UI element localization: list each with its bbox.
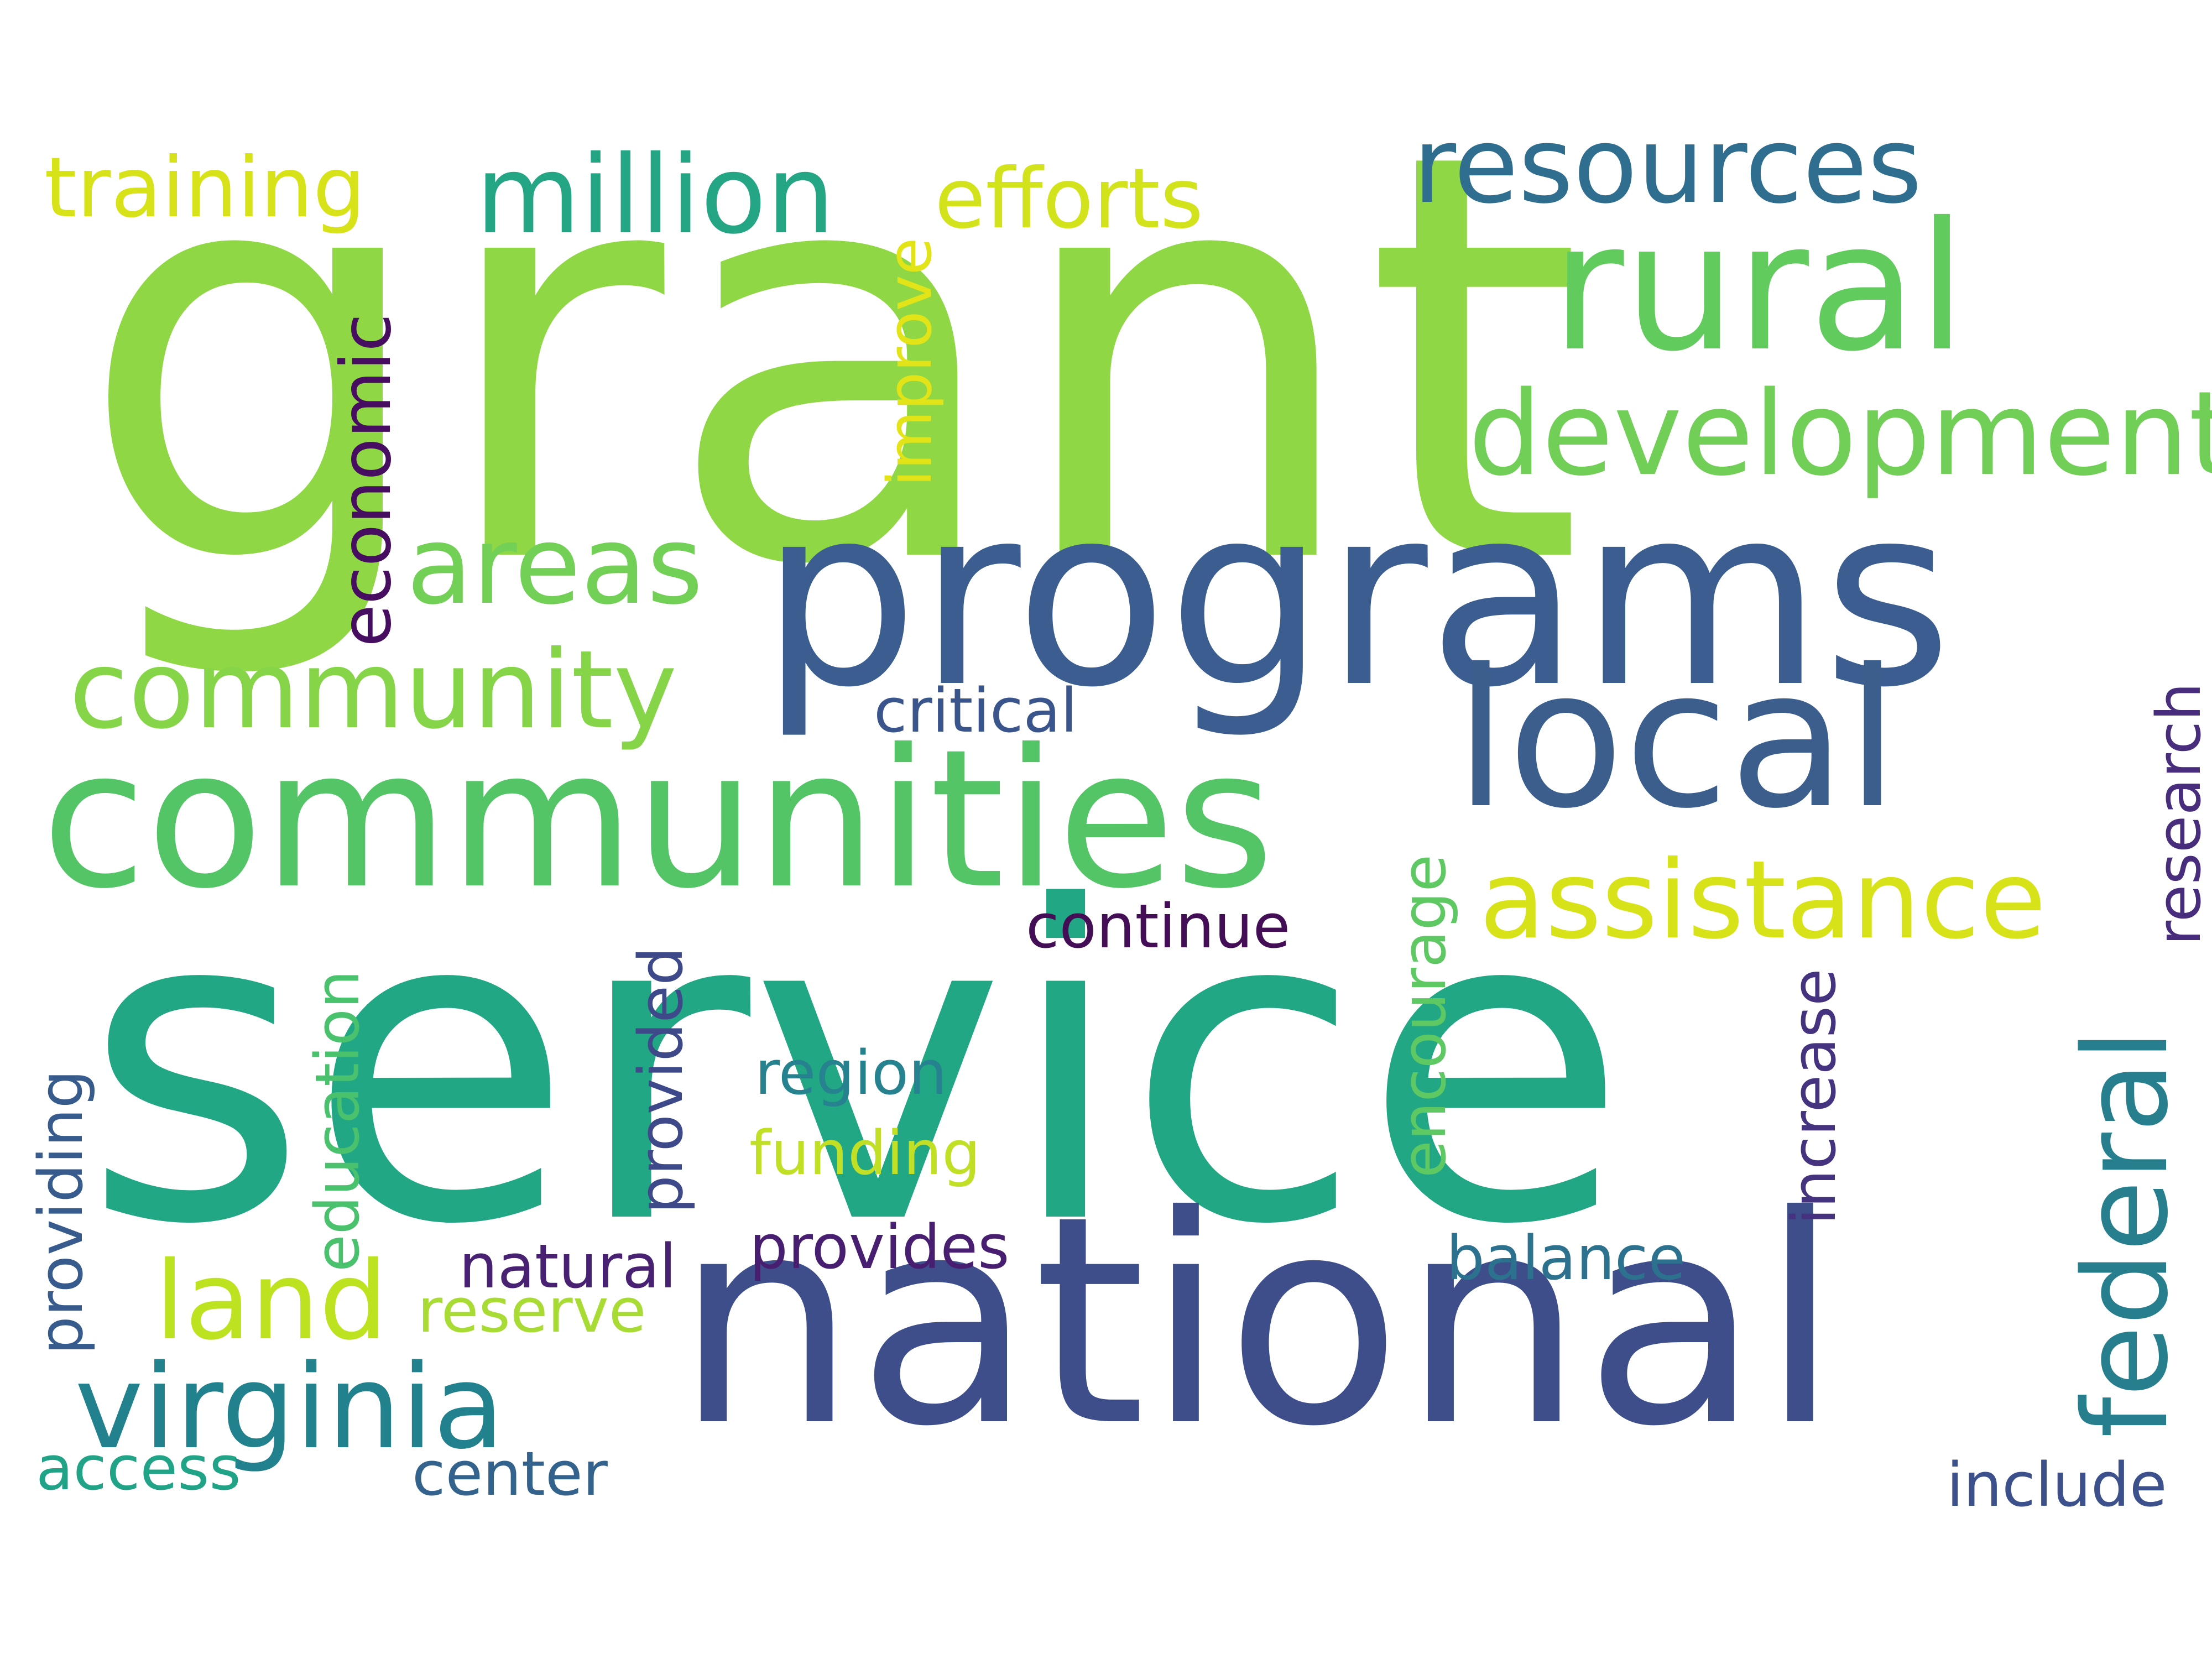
word-land: land bbox=[155, 1238, 388, 1364]
word-provided: provided bbox=[625, 947, 696, 1214]
word-reserve: reserve bbox=[418, 1275, 646, 1346]
word-provides: provides bbox=[749, 1212, 1010, 1282]
word-funding: funding bbox=[749, 1118, 981, 1188]
word-development: development bbox=[1468, 366, 2212, 502]
word-programs: programs bbox=[760, 452, 1953, 742]
word-balance: balance bbox=[1446, 1223, 1686, 1293]
word-community: community bbox=[69, 627, 677, 753]
word-million: million bbox=[476, 132, 835, 258]
word-rural: rural bbox=[1551, 185, 1966, 390]
word-assistance: assistance bbox=[1479, 837, 2047, 963]
word-natural: natural bbox=[459, 1231, 677, 1302]
word-include: include bbox=[1947, 1449, 2167, 1520]
word-research: research bbox=[2143, 682, 2212, 946]
word-training: training bbox=[44, 140, 366, 236]
word-areas: areas bbox=[406, 503, 703, 628]
word-access: access bbox=[36, 1433, 241, 1504]
word-improve: improve bbox=[874, 237, 945, 487]
word-efforts: efforts bbox=[935, 151, 1204, 247]
word-continue: continue bbox=[1026, 891, 1291, 962]
word-resources: resources bbox=[1413, 105, 1922, 227]
word-virginia: virginia bbox=[75, 1339, 505, 1475]
word-local: local bbox=[1454, 629, 1899, 851]
word-center: center bbox=[412, 1438, 608, 1509]
word-increase: increase bbox=[1778, 968, 1849, 1225]
word-region: region bbox=[755, 1037, 947, 1108]
word-economic: economic bbox=[326, 313, 406, 647]
word-communities: communities bbox=[41, 709, 1275, 931]
word-education: education bbox=[302, 970, 373, 1272]
word-providing: providing bbox=[25, 1070, 96, 1355]
word-federal: federal bbox=[2058, 1029, 2194, 1438]
word-encourage: encourage bbox=[1389, 854, 1459, 1178]
word-critical: critical bbox=[874, 675, 1078, 746]
word-national: national bbox=[675, 1154, 1840, 1489]
word-grant: grant bbox=[77, 34, 1584, 687]
word-service: service bbox=[83, 816, 1628, 1318]
